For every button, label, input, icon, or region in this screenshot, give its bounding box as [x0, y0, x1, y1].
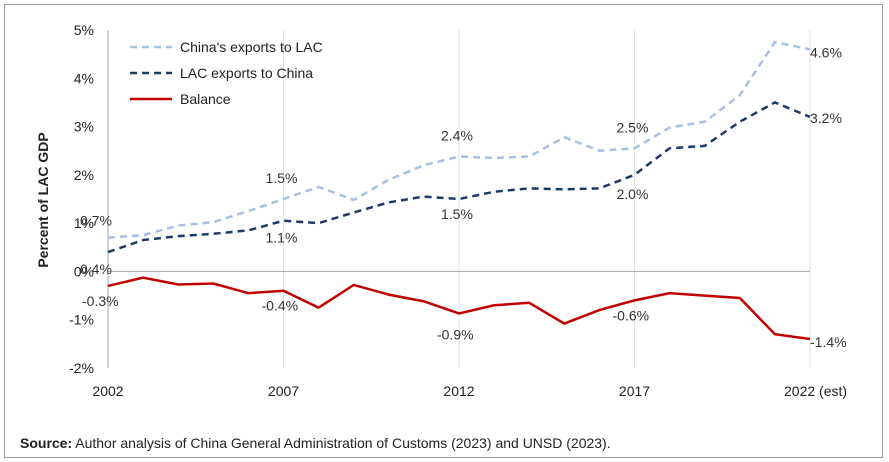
- x-tick-label: 2007: [268, 383, 299, 399]
- data-label: 2.4%: [441, 128, 473, 144]
- data-label: 4.6%: [810, 44, 842, 60]
- x-ticks: 2002 2007 2012 2017 2022 (est): [92, 383, 847, 399]
- y-tick-label: 1%: [74, 215, 94, 231]
- y-tick-label: -1%: [69, 312, 94, 328]
- data-label: 1.5%: [441, 206, 473, 222]
- x-tick-label: 2012: [443, 383, 474, 399]
- data-label: 2.5%: [617, 119, 649, 135]
- data-label: 1.5%: [266, 170, 298, 186]
- source-prefix: Source:: [20, 435, 73, 451]
- x-tick-label: 2002: [92, 383, 123, 399]
- data-label: 1.1%: [266, 230, 298, 246]
- data-labels: 0.7% 1.5% 2.4% 2.5% 4.6% 0.4% 1.1% 1.5% 2.0% 3.2%…: [80, 44, 847, 350]
- series-lines: [107, 40, 811, 341]
- axes: [107, 30, 810, 368]
- data-label: -0.3%: [82, 293, 119, 309]
- y-tick-label: 0%: [74, 263, 94, 279]
- data-label: -1.4%: [810, 334, 847, 350]
- data-label: 0.4%: [80, 261, 112, 277]
- data-label: -0.6%: [613, 307, 650, 323]
- data-label: -0.9%: [437, 326, 474, 342]
- data-label: 2.0%: [617, 186, 649, 202]
- x-tick-label: 2017: [619, 383, 650, 399]
- series-line-0: [107, 40, 811, 239]
- series-line-1: [107, 101, 811, 254]
- data-label: 0.7%: [80, 213, 112, 229]
- data-label: 3.2%: [810, 110, 842, 126]
- x-tick-label: 2022 (est): [784, 383, 847, 399]
- source-note: Source: Author analysis of China General…: [20, 435, 611, 451]
- chart-frame: [4, 4, 883, 458]
- y-tick-label: -2%: [69, 360, 94, 376]
- y-ticks: 5% 4% 3% 2% 1% 0% -1% -2%: [69, 22, 94, 376]
- grid: [283, 30, 811, 368]
- y-tick-label: 2%: [74, 167, 94, 183]
- y-tick-label: 4%: [74, 70, 94, 86]
- legend: China's exports to LAC LAC exports to Chi…: [130, 39, 323, 107]
- y-axis-label: Percent of LAC GDP: [35, 132, 51, 267]
- data-label: -0.4%: [262, 298, 299, 314]
- legend-label-2: Balance: [180, 91, 231, 107]
- legend-label-1: LAC exports to China: [180, 65, 313, 81]
- source-text: Author analysis of China General Adminis…: [72, 435, 611, 451]
- y-tick-label: 3%: [74, 119, 94, 135]
- legend-label-0: China's exports to LAC: [180, 39, 323, 55]
- y-tick-label: 5%: [74, 22, 94, 38]
